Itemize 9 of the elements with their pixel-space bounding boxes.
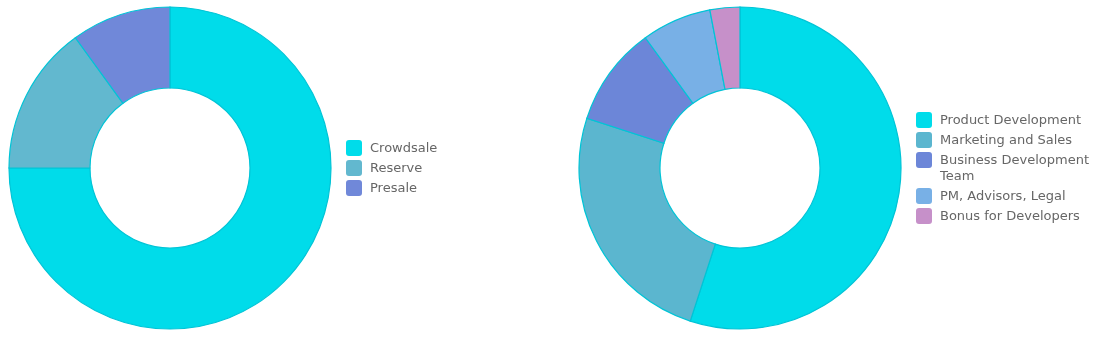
- legend-label: Reserve: [370, 160, 423, 176]
- legend-label: Presale: [370, 180, 418, 196]
- legend-label: PM, Advisors, Legal: [940, 188, 1066, 204]
- legend-label: Business Development Team: [940, 152, 1090, 184]
- legend-label: Crowdsale: [370, 140, 438, 156]
- legend-label: Marketing and Sales: [940, 132, 1073, 148]
- donut-slice: [8, 6, 332, 330]
- legend-label: Bonus for Developers: [940, 208, 1080, 224]
- legend-label: Product Development: [940, 112, 1082, 128]
